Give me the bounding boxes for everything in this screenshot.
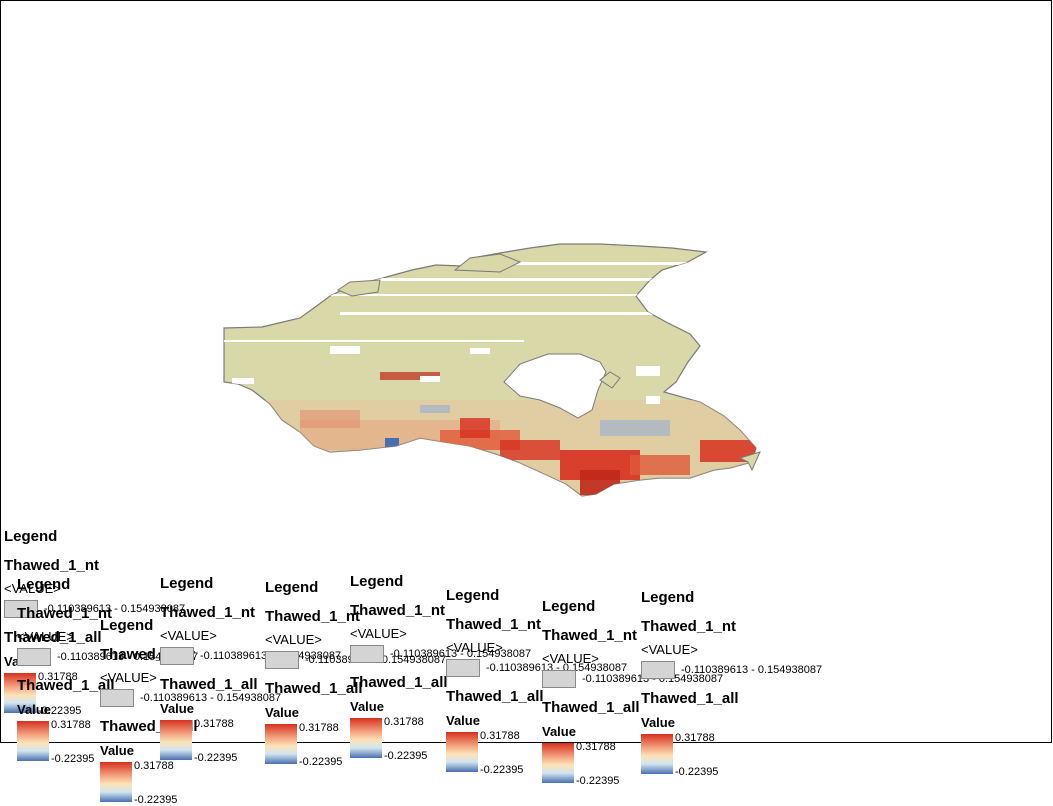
legend-value-header: <VALUE> (100, 670, 157, 685)
legend-max-label: 0.31788 (38, 671, 78, 683)
legend-layer-all: Thawed_1_all (4, 629, 102, 646)
legend-value-header: <VALUE> (160, 628, 217, 643)
nodata-pixels (232, 346, 660, 404)
legend-color-ramp (160, 720, 192, 760)
legend-title: Legend (100, 617, 154, 634)
legend-min-label: -0.22395 (480, 764, 524, 776)
legend-value-label: Value (160, 701, 194, 716)
canada-map (223, 243, 761, 497)
legend-min-label: -0.22395 (675, 766, 719, 778)
legend-min-label: -0.22395 (38, 705, 82, 717)
legend-grey-swatch (446, 659, 480, 677)
legend-layer-nt: Thawed_1_nt (265, 608, 361, 625)
arctic-islands (336, 253, 761, 472)
legend-value-header: <VALUE> (542, 651, 599, 666)
legend-value-label: Value (17, 702, 51, 717)
legend-title: Legend (17, 576, 71, 593)
legend-max-label: 0.31788 (194, 718, 234, 730)
legend-layer-nt: Thawed_1_nt (17, 605, 113, 622)
legend-layer-all: Thawed_1_all (265, 680, 363, 697)
legend-grey-swatch (350, 645, 384, 663)
legend-value-header: <VALUE> (350, 626, 407, 641)
legend-layer-nt: Thawed_1_nt (446, 616, 542, 633)
legend-range-label: -0.110389613 - 0.154938087 (390, 648, 532, 660)
legend-grey-swatch (265, 651, 299, 669)
legend-layer-all: Thawed_1_all (350, 674, 448, 691)
legend-color-ramp (17, 721, 49, 761)
legend-max-label: 0.31788 (384, 716, 424, 728)
legend-color-ramp (100, 762, 132, 802)
legend-value-label: Value (265, 705, 299, 720)
legend-min-label: -0.22395 (51, 753, 95, 765)
legend-title: Legend (641, 589, 695, 606)
legend-title: Legend (160, 575, 214, 592)
legend-value-header: <VALUE> (4, 581, 61, 596)
legend-layer-nt: Thawed_1_nt (542, 627, 638, 644)
legend-grey-swatch (17, 648, 51, 666)
legend-value-label: Value (100, 743, 134, 758)
legend-max-label: 0.31788 (480, 730, 520, 742)
legend-value-header: <VALUE> (446, 640, 503, 655)
legend-max-label: 0.31788 (675, 732, 715, 744)
legend-color-ramp (641, 734, 673, 774)
legend-range-label: -0.110389613 - 0.154938087 (582, 673, 724, 685)
legend-min-label: -0.22395 (384, 750, 428, 762)
legend-value-label: Value (542, 724, 576, 739)
legend-value-header: <VALUE> (641, 642, 698, 657)
legend-value-header: <VALUE> (265, 632, 322, 647)
legend-min-label: -0.22395 (299, 756, 343, 768)
legend-grey-swatch (4, 600, 38, 618)
legend-min-label: -0.22395 (576, 775, 620, 787)
legend-grey-swatch (542, 670, 576, 688)
hudson-bay (503, 353, 607, 419)
legend-layer-nt: Thawed_1_nt (4, 557, 100, 574)
legend-min-label: -0.22395 (134, 794, 178, 806)
legend-value-label: Value (446, 713, 480, 728)
legend-max-label: 0.31788 (576, 741, 616, 753)
legend-range-label: -0.110389613 - 0.154938087 (44, 603, 186, 615)
legend-range-label: -0.110389613 - 0.154938087 (486, 662, 628, 674)
legend-grey-swatch (160, 647, 194, 665)
legend-layer-all: Thawed_1_all (446, 688, 544, 705)
legend-layer-all: Thawed_1_all (641, 690, 739, 707)
legend-title: Legend (542, 598, 596, 615)
legend-color-ramp (4, 673, 36, 713)
legend-title: Legend (350, 573, 404, 590)
legend-value-label: Value (350, 699, 384, 714)
legend-range-label: -0.110389613 - 0.154938087 (681, 664, 823, 676)
legend-color-ramp (542, 743, 574, 783)
legend-max-label: 0.31788 (299, 722, 339, 734)
legend-layer-nt: Thawed_1_nt (641, 618, 737, 635)
legend-color-ramp (446, 732, 478, 772)
legend-layer-nt: Thawed_1_nt (350, 602, 446, 619)
legend-layer-all: Thawed_1_all (542, 699, 640, 716)
legend-range-label: -0.110389613 - 0.154938087 (140, 692, 282, 704)
legend-layer-all: Thawed_1_all (160, 676, 258, 693)
legend-min-label: -0.22395 (194, 752, 238, 764)
legend-value-header: <VALUE> (17, 629, 74, 644)
legend-title: Legend (4, 528, 58, 545)
legend-color-ramp (350, 718, 382, 758)
legend-value-label: Value (641, 715, 675, 730)
legend-color-ramp (265, 724, 297, 764)
legend-title: Legend (446, 587, 500, 604)
legend-layer-all: Thawed_1_all (17, 677, 115, 694)
legend-title: Legend (265, 579, 319, 596)
legend-grey-swatch (641, 661, 675, 679)
legend-grey-swatch (100, 689, 134, 707)
legend-max-label: 0.31788 (134, 760, 174, 772)
legend-max-label: 0.31788 (51, 719, 91, 731)
legend-layer-nt: Thawed_1_nt (160, 604, 256, 621)
